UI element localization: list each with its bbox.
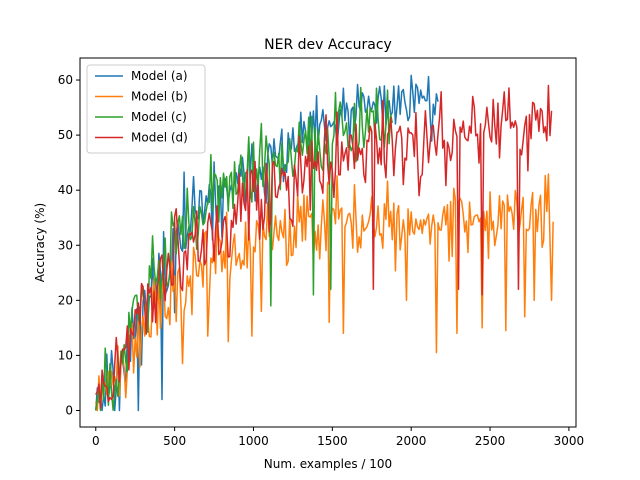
y-tick-label: 50: [58, 128, 73, 142]
x-tick-label: 1500: [317, 434, 348, 448]
series-line-2: [95, 173, 554, 412]
x-tick-label: 2500: [475, 434, 506, 448]
legend-label: Model (a): [131, 69, 188, 83]
x-axis-label: Num. examples / 100: [264, 457, 392, 471]
legend-label: Model (c): [131, 110, 187, 124]
legend: Model (a) Model (b) Model (c) Model (d): [86, 64, 206, 154]
series-lines: [95, 74, 554, 412]
y-tick-label: 10: [58, 348, 73, 362]
y-tick-label: 30: [58, 238, 73, 252]
chart-title: NER dev Accuracy: [264, 37, 392, 53]
legend-box: [86, 64, 206, 154]
y-axis-label: Accuracy (%): [33, 203, 47, 282]
plot-frame: [79, 57, 577, 428]
x-tick-label: 500: [163, 434, 186, 448]
series-line-4: [95, 84, 553, 409]
x-tick-label: 3000: [554, 434, 585, 448]
y-tick-label: 40: [58, 183, 73, 197]
y-axis-ticks: 0 10 20 30 40 50 60: [58, 73, 80, 417]
y-tick-label: 20: [58, 293, 73, 307]
legend-label: Model (d): [131, 131, 188, 145]
x-tick-label: 1000: [238, 434, 269, 448]
y-tick-label: 60: [58, 73, 73, 87]
x-axis-ticks: 0 500 1000 1500 2000 2500 3000: [92, 427, 584, 448]
x-tick-label: 2000: [396, 434, 427, 448]
y-tick-label: 0: [65, 403, 73, 417]
x-tick-label: 0: [92, 434, 100, 448]
legend-label: Model (b): [131, 90, 188, 104]
